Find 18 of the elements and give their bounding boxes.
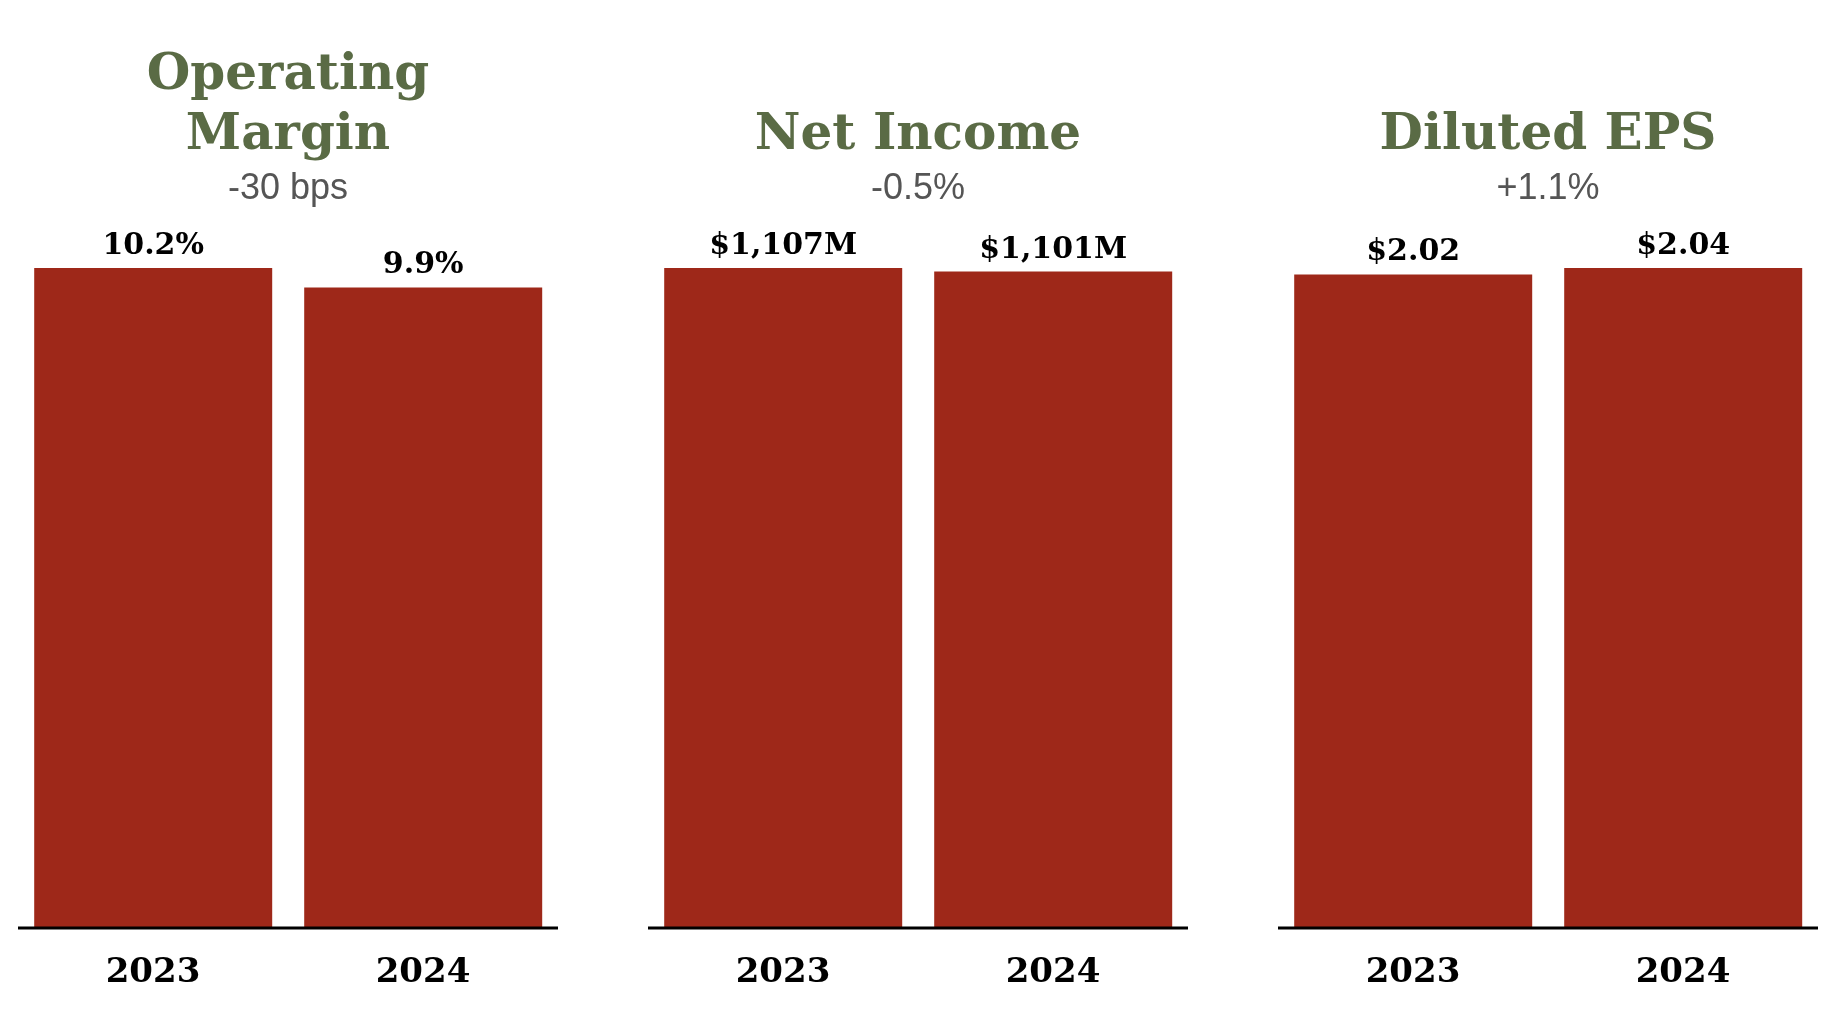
x-tick-label: 2024 [1005,950,1101,991]
chart-title: Operating Margin [145,42,431,162]
data-label: $1,101M [979,229,1128,265]
x-tick-label: 2023 [735,950,831,991]
x-tick-label: 2024 [1635,950,1731,991]
data-label: 10.2% [102,226,204,261]
x-tick-label: 2024 [375,950,471,991]
data-label: $1,107M [709,226,858,261]
chart-subtitle: -30 bps [227,166,349,208]
chart-title: Diluted EPS [1379,102,1717,162]
data-label: $2.02 [1366,232,1461,268]
chart-subtitle: -0.5% [870,166,966,208]
x-tick-label: 2023 [105,950,201,991]
chart-title: Net Income [754,102,1082,162]
data-label: $2.04 [1636,226,1731,261]
chart-subtitle: +1.1% [1496,166,1600,208]
x-tick-label: 2023 [1365,950,1461,991]
data-label: 9.9% [382,245,464,281]
